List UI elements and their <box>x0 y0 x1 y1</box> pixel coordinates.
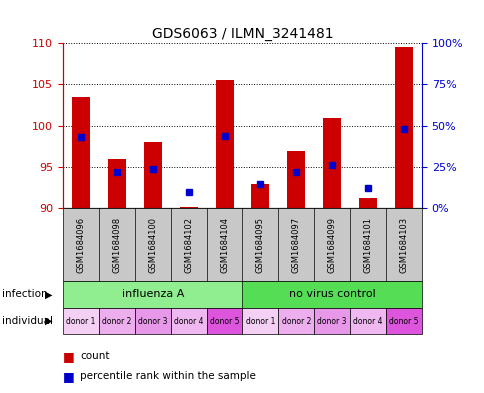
Text: GSM1684099: GSM1684099 <box>327 217 336 273</box>
Text: donor 3: donor 3 <box>138 317 167 325</box>
Text: ■: ■ <box>63 349 75 363</box>
Text: ■: ■ <box>63 370 75 383</box>
Text: donor 1: donor 1 <box>245 317 274 325</box>
Text: influenza A: influenza A <box>121 289 183 299</box>
Text: GSM1684096: GSM1684096 <box>76 217 85 273</box>
Text: donor 5: donor 5 <box>389 317 418 325</box>
Bar <box>322 118 340 208</box>
Text: donor 3: donor 3 <box>317 317 346 325</box>
Text: GSM1684101: GSM1684101 <box>363 217 372 273</box>
Bar <box>107 159 125 208</box>
Text: GSM1684095: GSM1684095 <box>256 217 264 273</box>
Bar <box>72 97 90 208</box>
Text: percentile rank within the sample: percentile rank within the sample <box>80 371 256 382</box>
Text: donor 5: donor 5 <box>210 317 239 325</box>
Text: ▶: ▶ <box>45 289 52 299</box>
Text: donor 4: donor 4 <box>353 317 382 325</box>
Title: GDS6063 / ILMN_3241481: GDS6063 / ILMN_3241481 <box>151 27 333 41</box>
Bar <box>251 184 269 208</box>
Text: infection: infection <box>2 289 48 299</box>
Text: GSM1684098: GSM1684098 <box>112 217 121 273</box>
Text: donor 1: donor 1 <box>66 317 95 325</box>
Bar <box>287 151 304 208</box>
Text: donor 2: donor 2 <box>102 317 131 325</box>
Bar <box>394 47 412 208</box>
Text: GSM1684103: GSM1684103 <box>399 217 408 273</box>
Bar <box>358 198 376 208</box>
Bar <box>179 207 197 208</box>
Text: GSM1684100: GSM1684100 <box>148 217 157 273</box>
Text: no virus control: no virus control <box>288 289 375 299</box>
Bar <box>215 80 233 208</box>
Text: GSM1684097: GSM1684097 <box>291 217 300 273</box>
Text: individual: individual <box>2 316 53 326</box>
Text: count: count <box>80 351 109 361</box>
Text: donor 4: donor 4 <box>174 317 203 325</box>
Text: GSM1684102: GSM1684102 <box>184 217 193 273</box>
Text: GSM1684104: GSM1684104 <box>220 217 228 273</box>
Text: donor 2: donor 2 <box>281 317 310 325</box>
Text: ▶: ▶ <box>45 316 52 326</box>
Bar <box>143 142 161 208</box>
